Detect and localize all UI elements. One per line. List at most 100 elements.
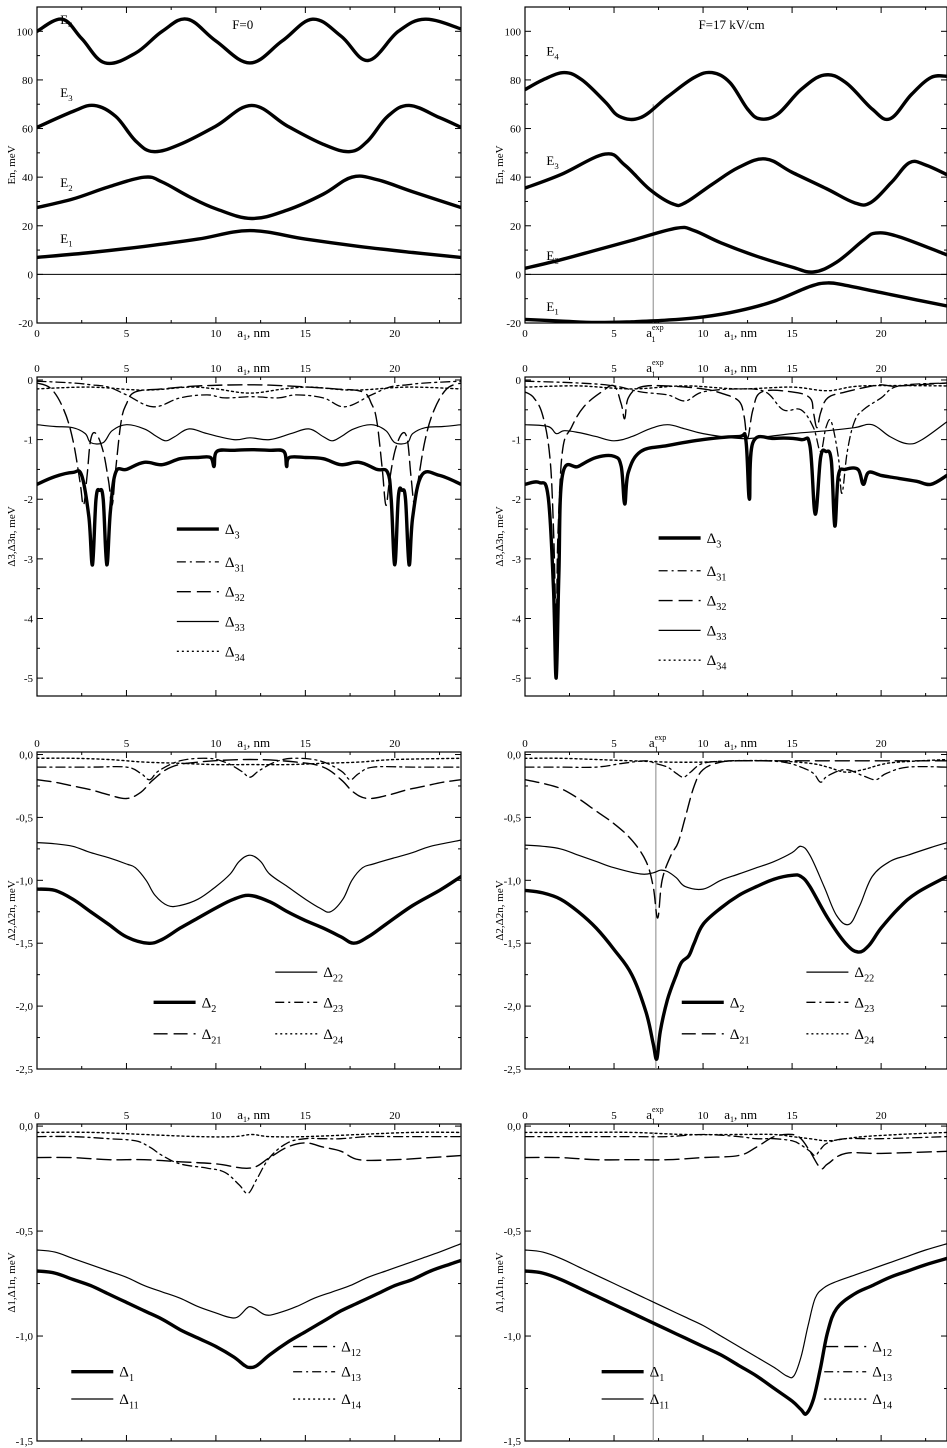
y-tick-label: 40 [22, 172, 34, 184]
x-tick-label: 5 [611, 328, 617, 340]
y-tick-label: 20 [510, 221, 522, 233]
x-tick-label: 10 [210, 738, 222, 750]
legend-label-23: Δ23 [323, 995, 343, 1015]
y-tick-label: -1,5 [16, 938, 34, 950]
curve-label-E3: E3 [546, 153, 559, 171]
x-tick-label: 5 [611, 738, 617, 750]
series-line-Δ21 [37, 758, 461, 800]
y-tick-label: -1 [24, 435, 33, 447]
y-tick-label: 20 [22, 221, 34, 233]
legend-label-21: Δ21 [730, 1027, 750, 1047]
legend-label-14: Δ14 [872, 1392, 892, 1412]
y-tick-label: -1,0 [16, 1331, 34, 1343]
x-tick-label: 15 [787, 328, 799, 340]
y-tick-label: -2,5 [16, 1064, 34, 1076]
x-tick-label: 20 [876, 363, 888, 375]
y-tick-label: -4 [512, 613, 522, 625]
x-tick-label: 10 [210, 1110, 222, 1122]
legend-label-33: Δ33 [707, 623, 727, 643]
y-tick-label: -1,0 [504, 1331, 522, 1343]
legend-label-34: Δ34 [225, 644, 245, 664]
x-tick-label: 15 [787, 363, 799, 375]
x-tick-label: 10 [698, 1110, 710, 1122]
y-axis-label: Δ3,Δ3n, meV [6, 506, 18, 566]
x-tick-label: 0 [34, 738, 40, 750]
series-line-Δ31 [37, 380, 461, 408]
y-tick-label: -0,5 [504, 1226, 522, 1238]
chart-panel-e: 0,0 -0,5 -1,0 -1,5 -2,0 -2,5 0 5 10 15 20 a1, nm Δ2,… [6, 735, 462, 1076]
y-tick-label: -1 [512, 435, 521, 447]
y-tick-label: -1,5 [16, 1436, 34, 1448]
chart-panel-c: 0 -1 -2 -3 -4 -5 0 5 10 15 20 a1, nm Δ3,Δ3n, meV Δ3 Δ3… [6, 360, 462, 697]
series-line-Δ14 [37, 1131, 461, 1138]
series-line-Δ33 [37, 424, 461, 445]
series-line-Δ32 [525, 382, 947, 620]
y-tick-label: -0,5 [504, 812, 522, 824]
legend-label-2: Δ2 [730, 995, 745, 1015]
y-tick-label: 100 [505, 26, 522, 38]
legend-label-32: Δ32 [225, 585, 245, 605]
series-line-Δ12 [525, 1133, 947, 1170]
chart-title: F=17 kV/cm [698, 17, 764, 32]
series-line-Δ23 [37, 757, 461, 781]
x-tick-label: 0 [522, 328, 528, 340]
curve-label-E1: E1 [60, 231, 72, 249]
series-group [525, 70, 947, 323]
x-tick-label: 15 [787, 1110, 799, 1122]
y-tick-label: 0 [516, 269, 522, 281]
series-group [525, 757, 947, 1061]
series-line-Δ13 [525, 1133, 947, 1157]
curve-label-E4: E4 [546, 44, 559, 62]
y-tick-label: 0 [28, 375, 34, 387]
y-axis-label: Δ1,Δ1n, meV [6, 1252, 18, 1312]
series-group [37, 1131, 461, 1370]
plot-frame [524, 751, 947, 1070]
x-axis-label: a1, nm [237, 735, 270, 752]
series-line-Δ24 [37, 757, 461, 766]
legend-label-24: Δ24 [323, 1027, 343, 1047]
legend-label-31: Δ31 [225, 555, 245, 575]
legend-label-12: Δ12 [341, 1340, 361, 1360]
series-line-Δ3 [525, 431, 947, 680]
y-tick-label: -5 [512, 673, 522, 685]
a1-exp-marker-label: aexp 1 [649, 733, 666, 754]
x-axis-label: a1, nm [724, 1107, 757, 1124]
a1-exp-marker-label: aexp 1 [646, 1105, 663, 1126]
x-tick-label: 10 [210, 363, 222, 375]
y-tick-label: -0,5 [16, 1226, 34, 1238]
x-tick-label: 15 [300, 738, 312, 750]
legend-label-3: Δ3 [225, 522, 240, 542]
curve-label-E2: E2 [546, 248, 558, 266]
a1-exp-marker-label: aexp 1 [646, 358, 663, 379]
series-line-Δ34 [525, 384, 947, 392]
legend-label-23: Δ23 [854, 995, 874, 1015]
plot-frame [36, 6, 462, 324]
x-tick-label: 5 [611, 1110, 617, 1122]
curve-label-E2: E2 [60, 175, 72, 193]
y-tick-label: 100 [17, 26, 34, 38]
chart-title: F=0 [232, 17, 253, 32]
chart-panel-g: 0,0 -0,5 -1,0 -1,5 0 5 10 15 20 a1, nm Δ1,Δ1n, meV… [6, 1107, 462, 1448]
y-tick-label: -2,0 [504, 1001, 522, 1013]
x-tick-label: 20 [389, 363, 401, 375]
series-line-E4 [37, 17, 461, 66]
y-tick-label: 0,0 [507, 1121, 521, 1133]
y-axis-label: Δ2,Δ2n, meV [6, 880, 18, 940]
x-tick-label: 10 [210, 328, 222, 340]
series-line-Δ22 [525, 842, 947, 926]
x-tick-label: 15 [300, 1110, 312, 1122]
series-line-E3 [525, 152, 947, 208]
legend-label-33: Δ33 [225, 614, 245, 634]
x-tick-label: 10 [698, 328, 710, 340]
y-tick-label: 0 [28, 269, 34, 281]
series-line-Δ13 [37, 1135, 461, 1195]
legend-label-24: Δ24 [854, 1027, 874, 1047]
series-group [37, 380, 461, 567]
y-tick-label: -3 [24, 554, 34, 566]
legend-label-11: Δ11 [650, 1392, 669, 1412]
x-tick-label: 15 [300, 328, 312, 340]
plot-frame [524, 6, 947, 324]
y-tick-label: -5 [24, 673, 34, 685]
